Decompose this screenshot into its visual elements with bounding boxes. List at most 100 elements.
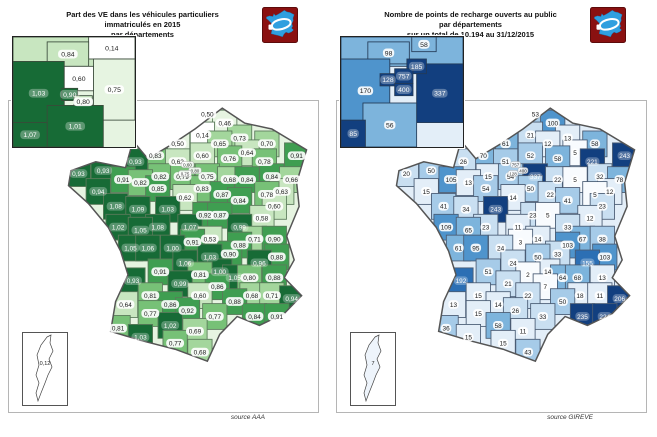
department-value: 243 [619,153,630,160]
department-label-pill [597,201,608,211]
inset-label-pill [408,61,425,71]
department-value: 0,86 [164,302,177,309]
department-label-pill [480,184,491,193]
department-label-pill [128,204,147,214]
department-value: 192 [456,278,467,285]
department-value: 1,03 [134,335,147,342]
department-value: 1,08 [109,204,122,211]
charging-cable-icon [598,18,620,31]
department-value: 155 [582,260,593,267]
department-label-pill [440,323,452,333]
department-label-pill [525,130,536,140]
department-label-pill [488,204,503,214]
charging-cable-icon [270,18,292,31]
inset-value: 98 [385,50,393,57]
department-label-pill [594,172,606,181]
paris-cluster-pill [507,170,519,177]
department-value: 0,60 [196,153,209,160]
left-map-title: Part des VE dans les véhicules particuli… [30,10,255,39]
department-label-pill [146,151,165,161]
department-value: 33 [564,225,572,232]
department-label-pill [524,270,532,280]
inset-cell [46,105,104,147]
department-label-pill [604,187,615,196]
paris-cluster-value: 0,75 [181,171,190,176]
department-label-pill [497,338,509,348]
department-value: 95 [472,245,480,252]
department-value: 14 [495,302,503,309]
inset-value: 0,60 [72,76,85,83]
department-label-pill [131,332,150,342]
inset-value: 0,84 [61,52,74,59]
department-label-pill [220,154,239,163]
department-label-pill [238,175,256,184]
department-value: 32 [596,174,604,181]
department-label-pill [151,172,170,181]
department-label-pill [205,312,224,321]
department-label-pill [617,151,632,161]
department-value: 0,93 [129,159,142,166]
inset-label-pill [382,48,395,58]
department-value: 0,91 [117,177,130,184]
paris-cluster-pill [180,161,195,168]
department-value: 54 [482,186,490,193]
department-value: 58 [495,323,503,330]
department-label-pill [257,139,276,149]
department-label-pill [116,300,135,309]
department-value: 235 [577,314,588,321]
department-label-pill [257,190,276,199]
department-label-pill [193,130,212,140]
inset-label-pill [357,86,374,96]
inset-value: 1,03 [32,91,45,98]
department-label-pill [106,201,125,211]
inset-label-pill [58,49,78,59]
department-label-pill [597,312,612,321]
department-label-pill [208,282,227,291]
department-value: 0,86 [211,284,224,291]
department-label-pill [176,258,194,268]
department-value: 53 [532,111,540,118]
department-value: 0,92 [181,308,194,315]
department-label-pill [483,267,494,277]
department-value: 0,82 [134,180,147,187]
department-value: 1,03 [161,207,174,214]
department-label-pill [215,118,234,128]
department-label-pill [176,192,194,202]
department-label-pill [517,237,524,247]
inset-label-pill [432,88,448,98]
department-value: 0,85 [151,186,164,193]
department-value: 18 [576,293,584,300]
department-value: 0,84 [248,314,261,321]
department-label-pill [500,157,511,166]
department-value: 0,93 [127,278,140,285]
department-value: 26 [460,159,468,166]
department-label-pill [597,273,608,283]
idf-inset-ev-share: 0,14 0,84 1,03 0,75 0,60 0,900,80 1,01 1,07 [12,36,136,148]
department-label-pill [213,190,232,199]
department-label-pill [552,249,563,259]
department-value: 0,63 [275,189,288,196]
department-value: 0,73 [233,135,246,142]
department-label-pill [166,338,185,348]
department-value: 34 [462,207,470,214]
left-title-line3: par départements [111,29,174,39]
department-label-pill [200,252,219,262]
inset-label-pill [104,85,125,94]
plug-icon [268,24,273,30]
department-value: 0,84 [241,177,254,184]
department-value: 33 [539,314,547,321]
department-label-pill [425,166,437,175]
department-label-pill [448,300,459,309]
department-value: 0,50 [171,141,184,148]
department-value: 38 [599,236,607,243]
paris-cluster-value: 0,60 [183,162,192,167]
department-label-pill [512,222,524,232]
department-label-pill [463,225,474,235]
department-value: 1,00 [213,269,226,276]
department-value: 0,91 [154,269,167,276]
department-label-pill [265,234,284,244]
department-value: 0,62 [179,195,192,202]
department-value: 0,80 [243,275,256,282]
department-label-pill [141,291,160,300]
department-value: 0,71 [248,236,261,243]
